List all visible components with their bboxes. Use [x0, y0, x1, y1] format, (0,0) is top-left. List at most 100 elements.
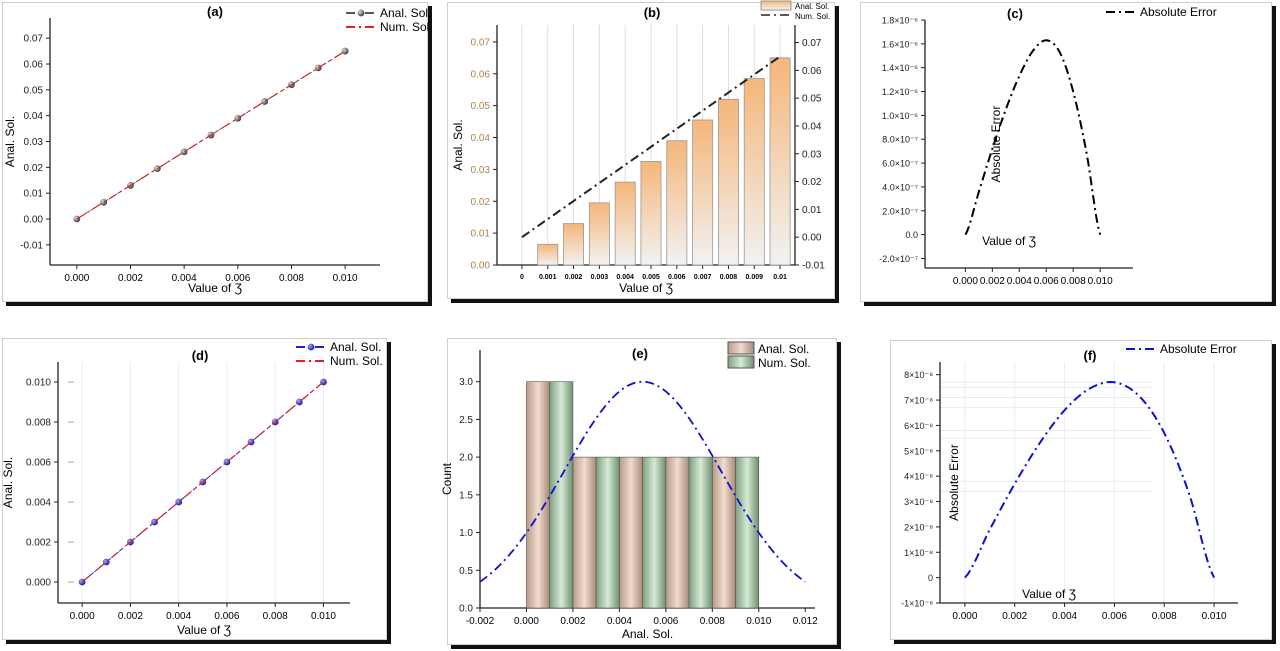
y-tick-label: -1×10⁻⁸	[901, 599, 933, 609]
y2-tick-label: 0.07	[802, 38, 822, 49]
legend-label: Num. Sol.	[758, 356, 811, 370]
x-tick-label: 0.006	[1102, 611, 1127, 622]
y-tick-label: 0.006	[26, 458, 51, 469]
legend-swatch	[727, 341, 755, 355]
histogram-bar	[619, 456, 643, 609]
y-tick-label: -2.0×10⁻⁷	[879, 254, 918, 264]
y-tick-label: 1.0×10⁻⁶	[882, 111, 919, 121]
x-tick-label: 0.008	[720, 274, 738, 281]
y-tick-label: 1.2×10⁻⁶	[882, 87, 919, 97]
y-tick-label: 2.0	[459, 453, 473, 464]
x-tick-label: 0.000	[64, 273, 89, 284]
x-tick-label: 0.012	[793, 616, 818, 627]
y-tick-label: 1×10⁻⁸	[904, 548, 933, 558]
y-tick-label: 0.002	[26, 538, 51, 549]
y-tick-label: 0.07	[24, 34, 44, 45]
y-tick-label: 0.01	[24, 189, 44, 200]
y-tick-label: 1.0	[459, 528, 473, 539]
y-tick-label: 0.008	[26, 418, 51, 429]
chart-title: (c)	[1007, 6, 1023, 21]
y-tick-label: 0.05	[471, 101, 491, 112]
y-axis-label: Anal. Sol.	[3, 116, 17, 167]
x-tick-label: 0.000	[514, 616, 539, 627]
y-tick-label: 8×10⁻⁸	[904, 370, 933, 380]
y2-tick-label: 0.00	[802, 233, 822, 244]
x-tick-label: 0.006	[225, 273, 250, 284]
legend-label: Absolute Error	[1140, 5, 1217, 19]
x-tick-label: 0.002	[118, 273, 143, 284]
y-tick-label: 0.07	[471, 37, 491, 48]
legend-marker	[357, 9, 365, 17]
y-tick-label: 1.6×10⁻⁶	[882, 39, 919, 49]
x-axis-label: Anal. Sol.	[622, 627, 673, 641]
legend-label: Num. Sol.	[380, 20, 433, 34]
legend-swatch	[760, 0, 792, 11]
legend-label: Absolute Error	[1160, 342, 1237, 356]
histogram-bar	[688, 456, 713, 609]
x-tick-label: 0.002	[980, 276, 1005, 287]
series-line	[81, 381, 324, 583]
y-tick-label: 0.00	[471, 261, 491, 272]
y-tick-label: 7×10⁻⁸	[904, 396, 933, 406]
y-tick-label: 0.06	[24, 59, 44, 70]
y-tick-label: 0.03	[471, 165, 491, 176]
y-tick-label: 0.01	[471, 229, 491, 240]
x-tick-label: 0.004	[1052, 611, 1077, 622]
x-tick-label: 0.006	[1034, 276, 1059, 287]
chart-title: (a)	[207, 4, 223, 19]
y2-tick-label: -0.01	[802, 261, 825, 272]
normal-curve	[479, 380, 806, 583]
chart-title: (f)	[1084, 348, 1097, 363]
histogram-bar	[549, 381, 574, 609]
histogram-bar	[572, 456, 597, 609]
x-tick-label: 0.006	[668, 274, 686, 281]
y-tick-label: -0.01	[20, 240, 43, 251]
data-point	[234, 114, 242, 122]
histogram-bar	[735, 456, 760, 609]
x-tick-label: 0.009	[746, 274, 764, 281]
y-tick-label: 0.004	[26, 498, 51, 509]
series-line	[76, 50, 346, 220]
legend-label: Anal. Sol.	[380, 6, 431, 20]
y-tick-label: 0.00	[24, 215, 44, 226]
x-tick-label: 0.005	[642, 274, 660, 281]
x-tick-label: 0.002	[1002, 611, 1027, 622]
y-tick-label: 3.0	[459, 377, 473, 388]
bar	[537, 243, 559, 266]
bar	[640, 161, 662, 266]
x-tick-label: 0.006	[653, 616, 678, 627]
x-tick-label: 0.010	[1088, 276, 1113, 287]
data-point	[341, 47, 349, 55]
y-tick-label: 4.0×10⁻⁷	[882, 182, 918, 192]
y-tick-label: 2.0×10⁻⁷	[882, 206, 918, 216]
y2-tick-label: 0.01	[802, 205, 822, 216]
data-point	[180, 148, 188, 156]
y-tick-label: 3×10⁻⁸	[904, 497, 933, 507]
x-tick-label: 0.010	[333, 273, 358, 284]
y-tick-label: 6.0×10⁻⁷	[882, 159, 918, 169]
x-tick-label: 0.001	[539, 274, 557, 281]
x-tick-label: 0.000	[70, 611, 95, 622]
data-point	[261, 98, 269, 105]
x-axis-label: Value of Ʒ	[177, 623, 231, 637]
y-tick-label: 1.4×10⁻⁶	[882, 63, 919, 73]
x-tick-label: 0.008	[263, 611, 288, 622]
bar	[614, 181, 636, 266]
x-tick-label: 0.008	[700, 616, 725, 627]
y-tick-label: 0.0	[905, 230, 918, 240]
x-tick-label: -0.002	[466, 616, 495, 627]
x-axis-label: Value of Ʒ	[982, 234, 1036, 248]
y-tick-label: 0.010	[26, 378, 51, 389]
y-tick-label: 2.5	[459, 415, 473, 426]
series-line	[964, 381, 1215, 579]
x-tick-label: 0.008	[1061, 276, 1086, 287]
histogram-bar	[665, 456, 690, 609]
y-tick-label: 0.0	[459, 604, 473, 615]
x-tick-label: 0.004	[607, 616, 632, 627]
x-tick-label: 0.002	[565, 274, 583, 281]
legend-label: Anal. Sol.	[758, 342, 809, 356]
y2-tick-label: 0.06	[802, 66, 822, 77]
panel-a-frame	[2, 2, 428, 302]
x-tick-label: 0.004	[172, 273, 197, 284]
